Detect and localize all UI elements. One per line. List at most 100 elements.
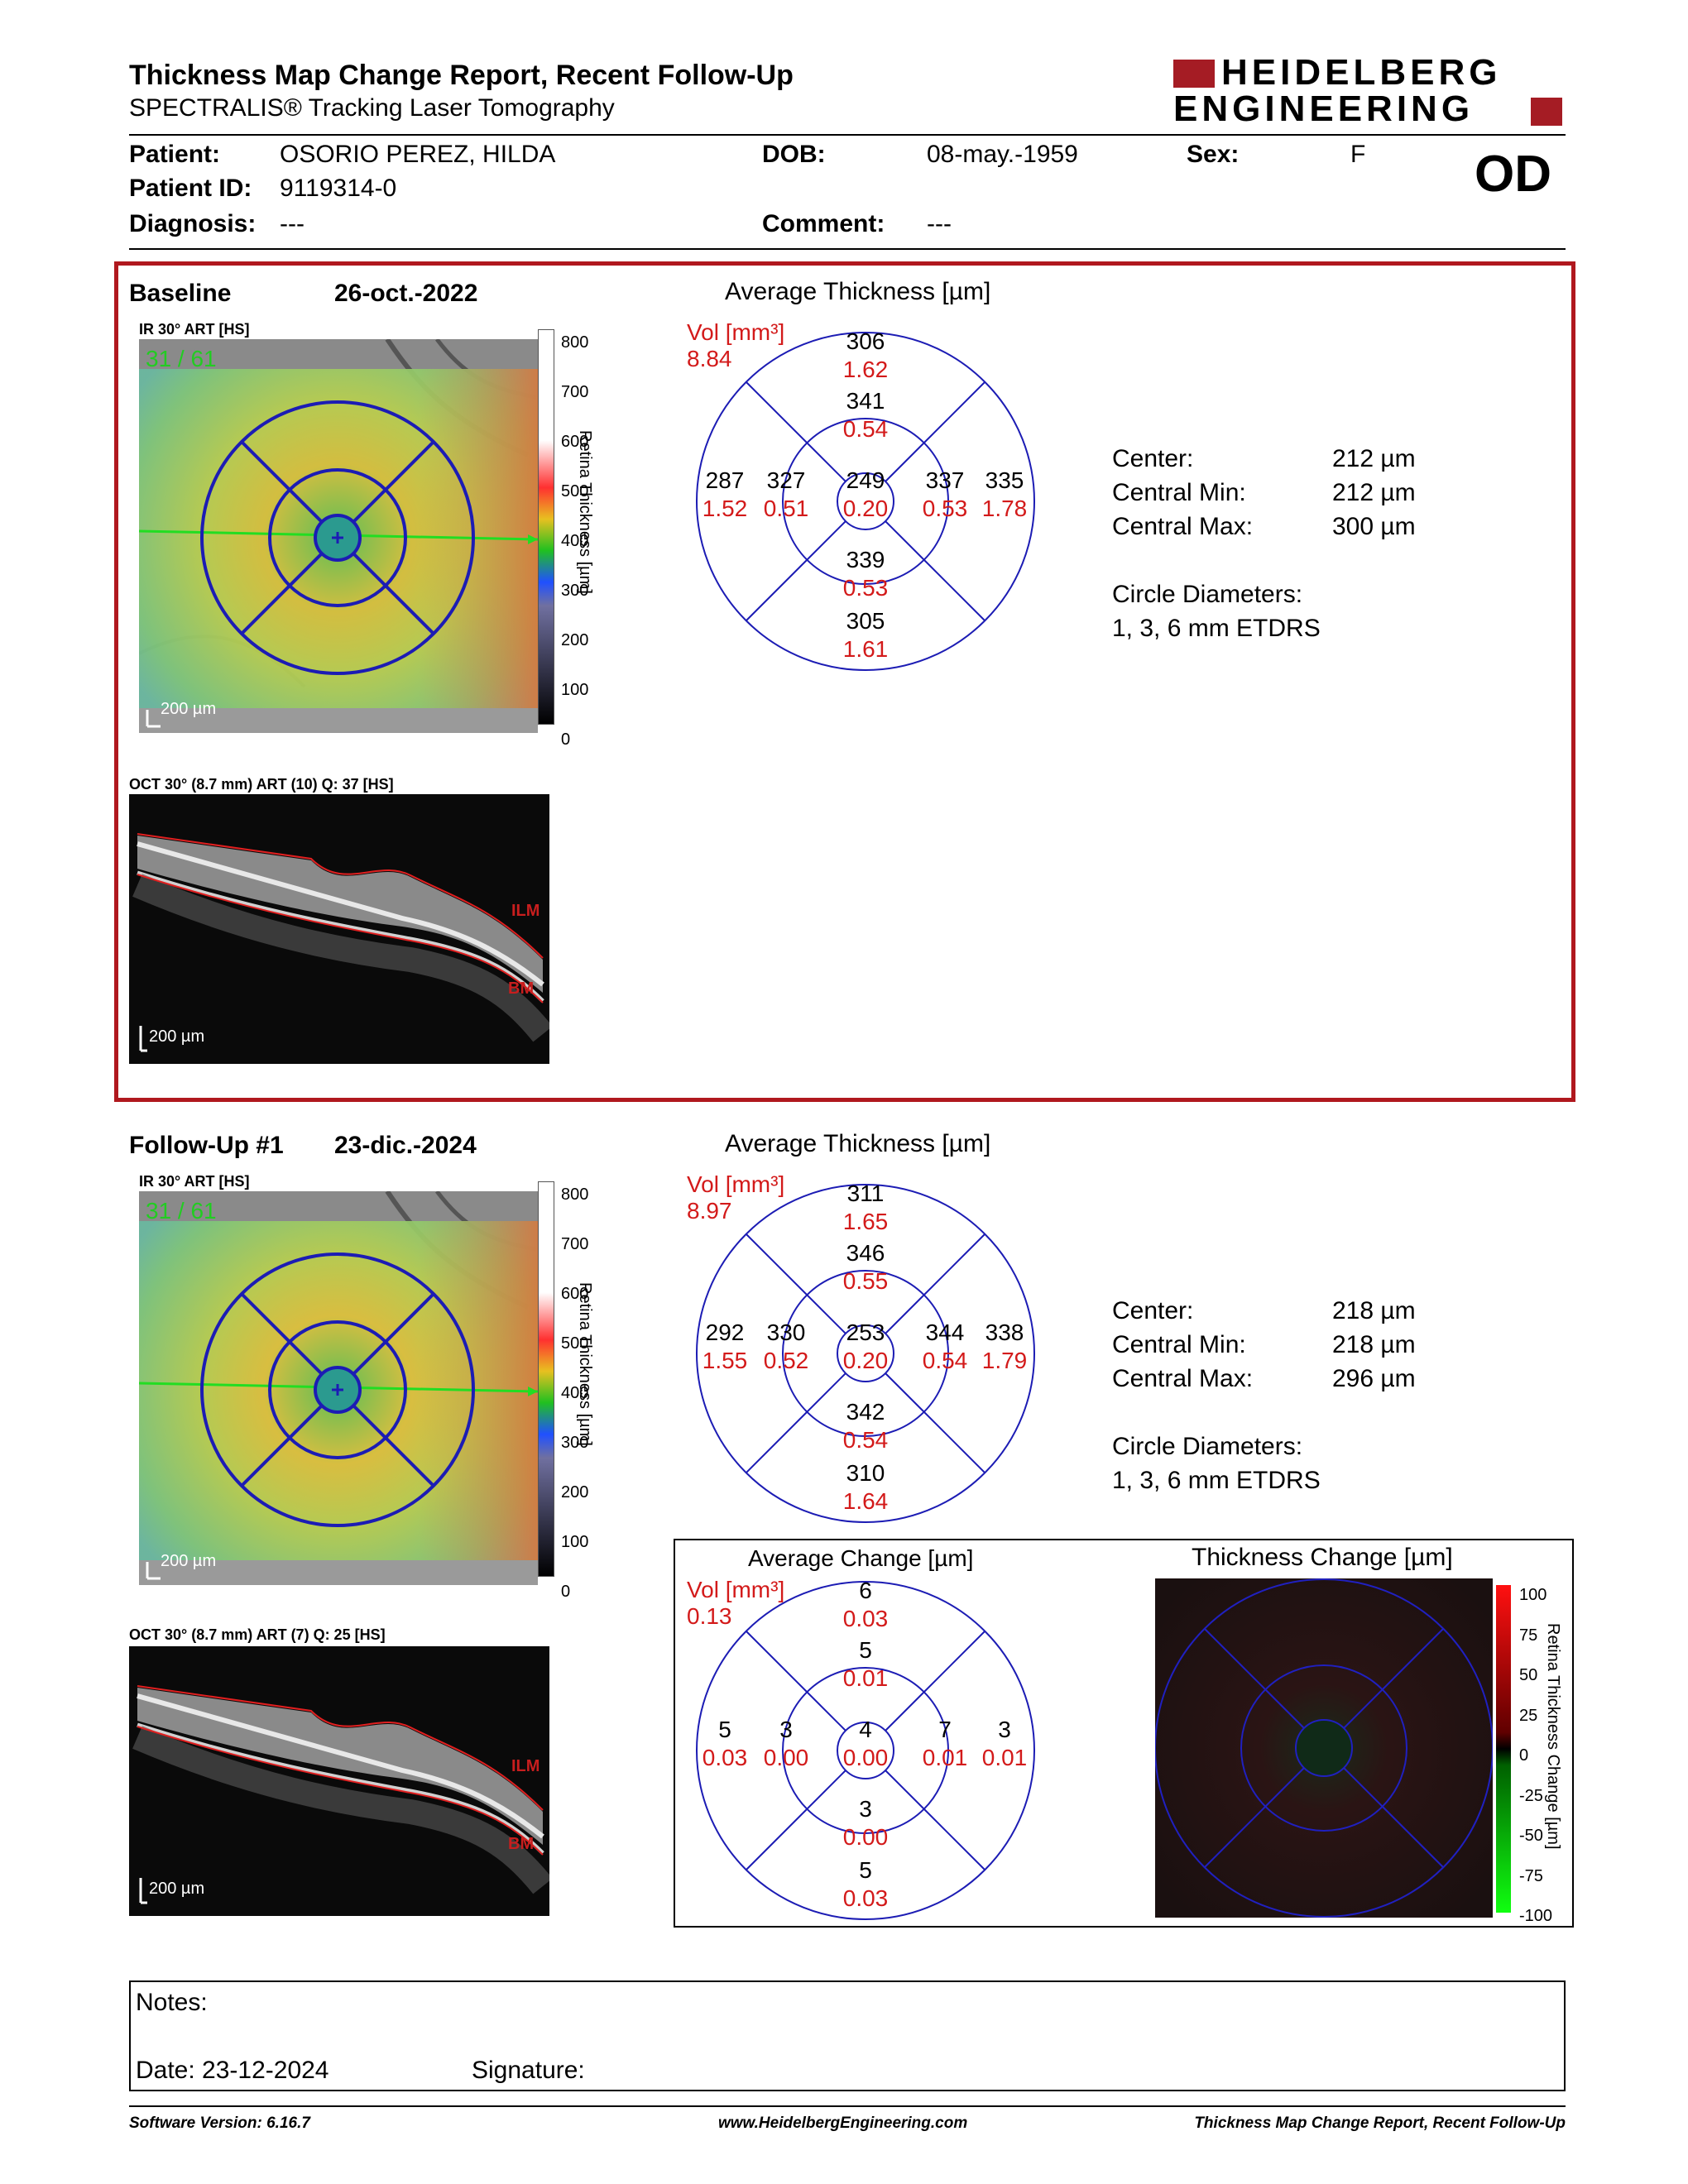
change-scale-ticks: 100 75 50 25 0 -25 -50 -75 -100 — [1519, 1575, 1552, 1937]
followup-inner-nasal: 344 0.54 — [922, 1320, 968, 1373]
chg-tick-m50: -50 — [1519, 1827, 1543, 1845]
report-title: Thickness Map Change Report, Recent Foll… — [129, 60, 794, 91]
baseline-ilm-label: ILM — [511, 902, 540, 920]
chg-tick-25: 25 — [1519, 1706, 1538, 1725]
footer-report-name: Thickness Map Change Report, Recent Foll… — [1194, 2115, 1566, 2132]
followup-oct-bscan — [129, 1646, 553, 1916]
notes-date: Date: 23-12-2024 — [136, 2057, 329, 2084]
followup-outer-temporal: 292 1.55 — [702, 1320, 748, 1373]
report-subtitle: SPECTRALIS® Tracking Laser Tomography — [129, 94, 615, 122]
change-inner-inferior: 3 0.00 — [842, 1796, 889, 1850]
baseline-oct-label: OCT 30° (8.7 mm) ART (10) Q: 37 [HS] — [129, 776, 394, 793]
logo-line1: HEIDELBERG — [1221, 52, 1502, 93]
baseline-thickness-ticks: 800 700 600 500 400 300 200 100 0 — [561, 318, 588, 764]
baseline-oct-bscan — [129, 794, 553, 1064]
baseline-outer-temporal: 287 1.52 — [702, 467, 748, 521]
baseline-stats-labels: Center: Central Min: Central Max: — [1112, 442, 1253, 544]
dob-label: DOB: — [762, 141, 826, 168]
followup-bm-label: BM — [508, 1835, 535, 1853]
chg-tick-50: 50 — [1519, 1666, 1538, 1684]
tick-100: 100 — [561, 681, 589, 699]
change-outer-temporal: 5 0.03 — [702, 1717, 748, 1770]
notes-box[interactable] — [129, 1980, 1566, 2091]
change-map — [1154, 1578, 1494, 1918]
change-vol-block: Vol [mm³] 0.13 — [687, 1577, 784, 1630]
baseline-inner-inferior: 339 0.53 — [842, 547, 889, 601]
baseline-ir-counter: 31 / 61 — [146, 346, 217, 371]
tick-300: 300 — [561, 582, 589, 600]
change-etdrs-grid — [695, 1580, 1036, 1921]
baseline-vol-block: Vol [mm³] 8.84 — [687, 319, 784, 372]
followup-outer-superior: 311 1.65 — [842, 1181, 889, 1234]
followup-vol-label: Vol [mm³] — [687, 1171, 785, 1197]
footer-version: Software Version: 6.16.7 — [129, 2115, 310, 2132]
change-inner-temporal: 3 0.00 — [763, 1717, 809, 1770]
sex-value: F — [1350, 141, 1366, 168]
followup-ilm-label: ILM — [511, 1757, 540, 1775]
followup-min-value: 218 µm — [1332, 1331, 1416, 1358]
eye-od: OD — [1475, 146, 1551, 203]
followup-center-label: Center: — [1112, 1297, 1194, 1324]
followup-date: 23-dic.-2024 — [334, 1132, 477, 1159]
tick-400: 400 — [561, 532, 589, 550]
followup-min-label: Central Min: — [1112, 1331, 1246, 1358]
baseline-inner-superior: 341 0.54 — [842, 388, 889, 442]
comment-value: --- — [927, 210, 952, 237]
followup-oct-scale: 200 µm — [149, 1880, 205, 1898]
followup-vol-block: Vol [mm³] 8.97 — [687, 1171, 784, 1224]
baseline-center-value: 212 µm — [1332, 445, 1416, 472]
baseline-circle-diameters: Circle Diameters: 1, 3, 6 mm ETDRS — [1112, 581, 1321, 642]
tick-300: 300 — [561, 1434, 589, 1452]
change-avg-title: Average Change [µm] — [748, 1545, 974, 1571]
baseline-max-label: Central Max: — [1112, 513, 1254, 540]
change-vol-total: 0.13 — [687, 1603, 732, 1629]
patient-name-label: Patient: — [129, 141, 221, 168]
tick-0: 0 — [561, 1583, 571, 1601]
followup-oct-label: OCT 30° (8.7 mm) ART (7) Q: 25 [HS] — [129, 1626, 386, 1643]
diagnosis-value: --- — [280, 210, 305, 237]
notes-signature: Signature: — [472, 2057, 585, 2084]
change-inner-superior: 5 0.01 — [842, 1637, 889, 1691]
diagnosis-label: Diagnosis: — [129, 210, 257, 237]
baseline-stats-values: 212 µm 212 µm 300 µm — [1332, 442, 1416, 544]
baseline-inner-nasal: 337 0.53 — [922, 467, 968, 521]
baseline-thickness-colorbar — [538, 329, 554, 725]
baseline-ir-map — [138, 338, 539, 733]
tick-800: 800 — [561, 1185, 589, 1204]
chg-tick-m25: -25 — [1519, 1786, 1543, 1805]
followup-stats-labels: Center: Central Min: Central Max: — [1112, 1294, 1253, 1396]
baseline-inner-temporal: 327 0.51 — [763, 467, 809, 521]
baseline-center-label: Center: — [1112, 445, 1194, 472]
followup-vol-total: 8.97 — [687, 1198, 732, 1224]
chg-tick-75: 75 — [1519, 1626, 1538, 1645]
baseline-bm-label: BM — [508, 979, 535, 998]
followup-label: Follow-Up #1 — [129, 1132, 284, 1159]
followup-circle-diameters: Circle Diameters: 1, 3, 6 mm ETDRS — [1112, 1433, 1321, 1494]
chg-tick-100: 100 — [1519, 1586, 1547, 1604]
heidelberg-logo: HEIDELBERG ENGINEERING — [1173, 53, 1562, 132]
tick-600: 600 — [561, 433, 589, 451]
baseline-vol-label: Vol [mm³] — [687, 319, 785, 345]
baseline-date: 26-oct.-2022 — [334, 280, 478, 307]
change-outer-nasal: 3 0.01 — [981, 1717, 1028, 1770]
baseline-ir-scale: 200 µm — [161, 700, 217, 718]
tick-600: 600 — [561, 1285, 589, 1303]
baseline-outer-superior: 306 1.62 — [842, 328, 889, 382]
followup-inner-temporal: 330 0.52 — [763, 1320, 809, 1373]
baseline-vol-total: 8.84 — [687, 346, 732, 371]
change-outer-superior: 6 0.03 — [842, 1578, 889, 1631]
followup-thickness-colorbar — [538, 1181, 554, 1577]
footer-url[interactable]: www.HeidelbergEngineering.com — [718, 2115, 968, 2132]
logo-line2: ENGINEERING — [1173, 89, 1475, 129]
comment-label: Comment: — [762, 210, 885, 237]
baseline-thickness-scale-title: Retina Thickness [µm] — [576, 430, 594, 594]
followup-thickness-scale-title: Retina Thickness [µm] — [576, 1282, 594, 1446]
followup-outer-nasal: 338 1.79 — [981, 1320, 1028, 1373]
followup-inner-superior: 346 0.55 — [842, 1240, 889, 1294]
followup-max-value: 296 µm — [1332, 1365, 1416, 1392]
baseline-avg-title: Average Thickness [µm] — [725, 278, 991, 305]
baseline-ir-label: IR 30° ART [HS] — [139, 321, 250, 338]
chg-tick-m75: -75 — [1519, 1866, 1543, 1885]
patient-name: OSORIO PEREZ, HILDA — [280, 141, 556, 168]
baseline-center: 249 0.20 — [842, 467, 889, 521]
